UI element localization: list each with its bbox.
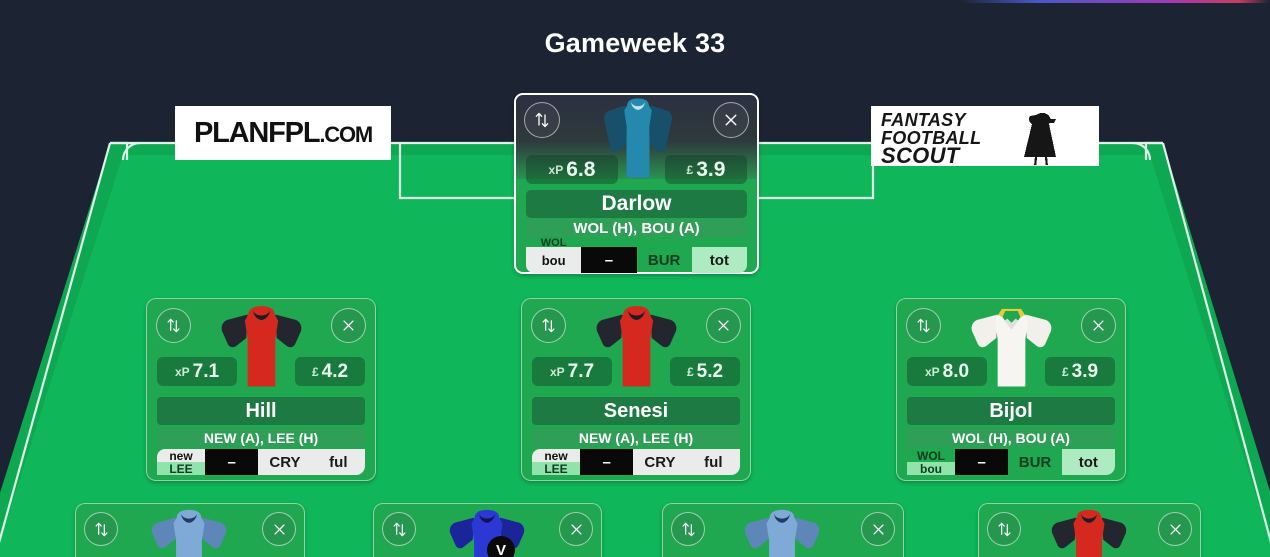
svg-text:SCOUT: SCOUT [881,143,961,165]
svg-text:FANTASY: FANTASY [881,110,967,130]
